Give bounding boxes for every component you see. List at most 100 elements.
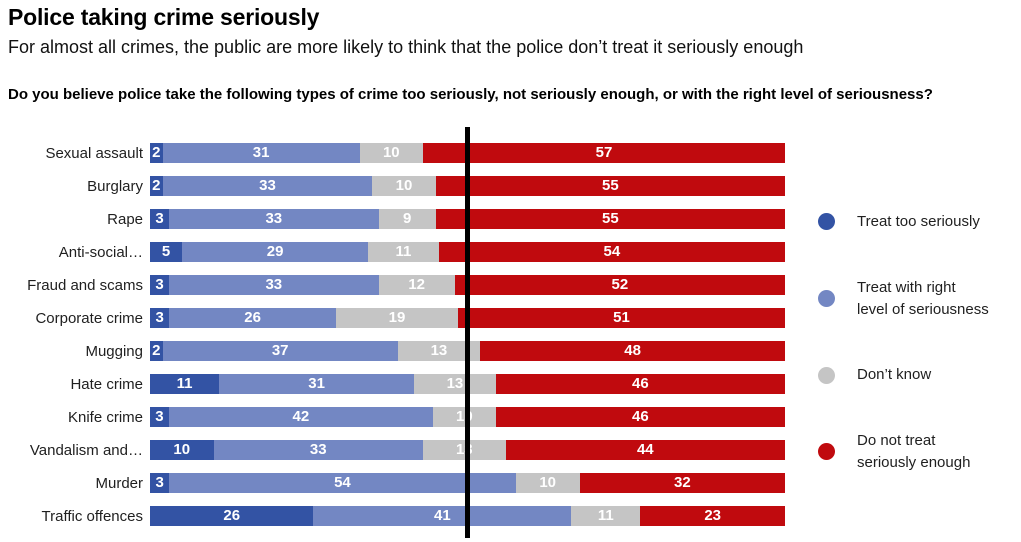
bar-segment-right_level: 26 — [169, 308, 337, 328]
stacked-bar: 2 33 10 55 — [150, 176, 785, 196]
segment-value: 31 — [308, 375, 325, 392]
bar-segment-dont_know: 13 — [397, 341, 481, 361]
bar-segment-not_seriously_enough: 23 — [640, 506, 785, 526]
segment-value: 3 — [155, 210, 164, 227]
segment-value: 31 — [252, 144, 270, 161]
segment-value: 46 — [632, 375, 649, 392]
page-title: Police taking crime seriously — [8, 4, 320, 30]
segment-value: 10 — [382, 144, 400, 161]
category-label: Traffic offences — [41, 507, 143, 525]
chart-rows: Sexual assault 2 31 10 57 Burglary 2 33 10 55 Rape… — [7, 143, 786, 526]
bar-segment-treat_too_seriously: 2 — [150, 143, 163, 163]
category-label: Hate crime — [70, 375, 143, 393]
chart-row: Sexual assault 2 31 10 57 — [7, 143, 785, 163]
bar-segment-right_level: 37 — [162, 341, 398, 361]
segment-value: 2 — [152, 342, 161, 359]
chart-row: Rape 3 33 9 55 — [7, 209, 785, 229]
bar-segment-not_seriously_enough: 46 — [495, 407, 785, 427]
bar-segment-right_level: 33 — [213, 440, 424, 460]
segment-value: 37 — [271, 342, 289, 359]
segment-value: 13 — [455, 441, 473, 458]
segment-value: 11 — [597, 507, 614, 524]
segment-value: 12 — [408, 276, 426, 293]
category-label: Burglary — [87, 177, 143, 195]
segment-value: 2 — [152, 177, 161, 194]
legend-label: Treat too seriously — [857, 213, 980, 230]
bar-segment-right_level: 33 — [169, 275, 379, 295]
bar-segment-treat_too_seriously: 2 — [150, 341, 163, 361]
segment-value: 48 — [624, 342, 641, 359]
bar-segment-dont_know: 10 — [432, 407, 496, 427]
bar-segment-not_seriously_enough: 48 — [480, 341, 785, 361]
chart-row: Murder 3 54 10 32 — [7, 473, 785, 493]
bar-segment-right_level: 41 — [313, 506, 572, 526]
stacked-bar: 26 41 11 23 — [150, 506, 785, 526]
legend-label: Do not treat seriously enough — [857, 432, 971, 471]
stacked-bar: 10 33 13 44 — [150, 440, 785, 460]
bar-segment-right_level: 54 — [169, 473, 516, 493]
bar-segment-right_level: 31 — [219, 374, 415, 394]
not_seriously_enough-legend-dot — [818, 443, 835, 461]
category-label: Anti-social… — [58, 243, 143, 261]
legend-item: Do not treat seriously enough — [818, 430, 1013, 474]
category-label: Vandalism and… — [29, 441, 143, 459]
segment-value: 33 — [265, 276, 283, 293]
segment-value: 26 — [223, 507, 241, 524]
category-label: Rape — [107, 210, 143, 228]
segment-value: 52 — [611, 276, 629, 293]
bar-segment-dont_know: 9 — [378, 209, 436, 229]
segment-value: 54 — [603, 243, 621, 260]
chart-row: Burglary 2 33 10 55 — [7, 176, 785, 196]
segment-value: 46 — [632, 408, 649, 425]
segment-value: 5 — [161, 243, 171, 260]
segment-value: 19 — [388, 309, 406, 326]
segment-value: 11 — [176, 375, 193, 392]
legend-item: Treat too seriously — [818, 211, 1013, 233]
segment-value: 10 — [395, 177, 413, 194]
bar-segment-dont_know: 19 — [336, 308, 458, 328]
stacked-bar: 2 31 10 57 — [150, 143, 785, 163]
bar-segment-treat_too_seriously: 3 — [150, 473, 170, 493]
right_level-legend-dot — [818, 290, 835, 307]
bar-segment-dont_know: 10 — [359, 143, 424, 163]
segment-value: 2 — [152, 144, 161, 161]
survey-question: Do you believe police take the following… — [8, 86, 933, 103]
chart-row: Mugging 2 37 13 48 — [7, 341, 785, 361]
bar-segment-treat_too_seriously: 3 — [150, 308, 170, 328]
dont_know-legend-dot — [818, 366, 835, 384]
bar-segment-right_level: 29 — [182, 242, 369, 262]
legend-item: Don’t know — [818, 364, 1013, 386]
bar-segment-dont_know: 10 — [515, 473, 580, 493]
segment-value: 3 — [155, 309, 164, 326]
segment-value: 29 — [266, 243, 284, 260]
bar-segment-not_seriously_enough: 32 — [579, 473, 785, 493]
segment-value: 33 — [265, 210, 283, 227]
segment-value: 3 — [155, 408, 164, 425]
bar-segment-treat_too_seriously: 2 — [150, 176, 163, 196]
stacked-bar: 3 26 19 51 — [150, 308, 786, 328]
segment-value: 32 — [674, 474, 691, 491]
bar-segment-dont_know: 11 — [368, 242, 439, 262]
segment-value: 3 — [155, 276, 164, 293]
stacked-bar: 3 33 9 55 — [150, 209, 785, 229]
bar-segment-treat_too_seriously: 11 — [150, 374, 220, 394]
segment-value: 11 — [395, 243, 412, 260]
chart-row: Anti-social… 5 29 11 54 — [7, 242, 786, 262]
bar-segment-not_seriously_enough: 51 — [457, 308, 786, 328]
bar-segment-treat_too_seriously: 5 — [150, 242, 183, 262]
legend-label: Don’t know — [857, 366, 932, 384]
chart-row: Vandalism and… 10 33 13 44 — [7, 440, 785, 460]
segment-value: 3 — [155, 474, 164, 491]
bar-segment-dont_know: 12 — [378, 275, 455, 295]
segment-value: 10 — [173, 441, 191, 458]
bar-segment-not_seriously_enough: 55 — [435, 209, 785, 229]
chart-row: Hate crime 11 31 13 46 — [7, 374, 785, 394]
stacked-bar: 3 33 12 52 — [150, 275, 785, 295]
bar-segment-right_level: 33 — [169, 209, 379, 229]
bar-segment-not_seriously_enough: 46 — [495, 374, 785, 394]
bar-segment-dont_know: 13 — [423, 440, 506, 460]
bar-segment-not_seriously_enough: 52 — [454, 275, 785, 295]
segment-value: 13 — [430, 342, 448, 359]
bar-segment-dont_know: 11 — [571, 506, 641, 526]
